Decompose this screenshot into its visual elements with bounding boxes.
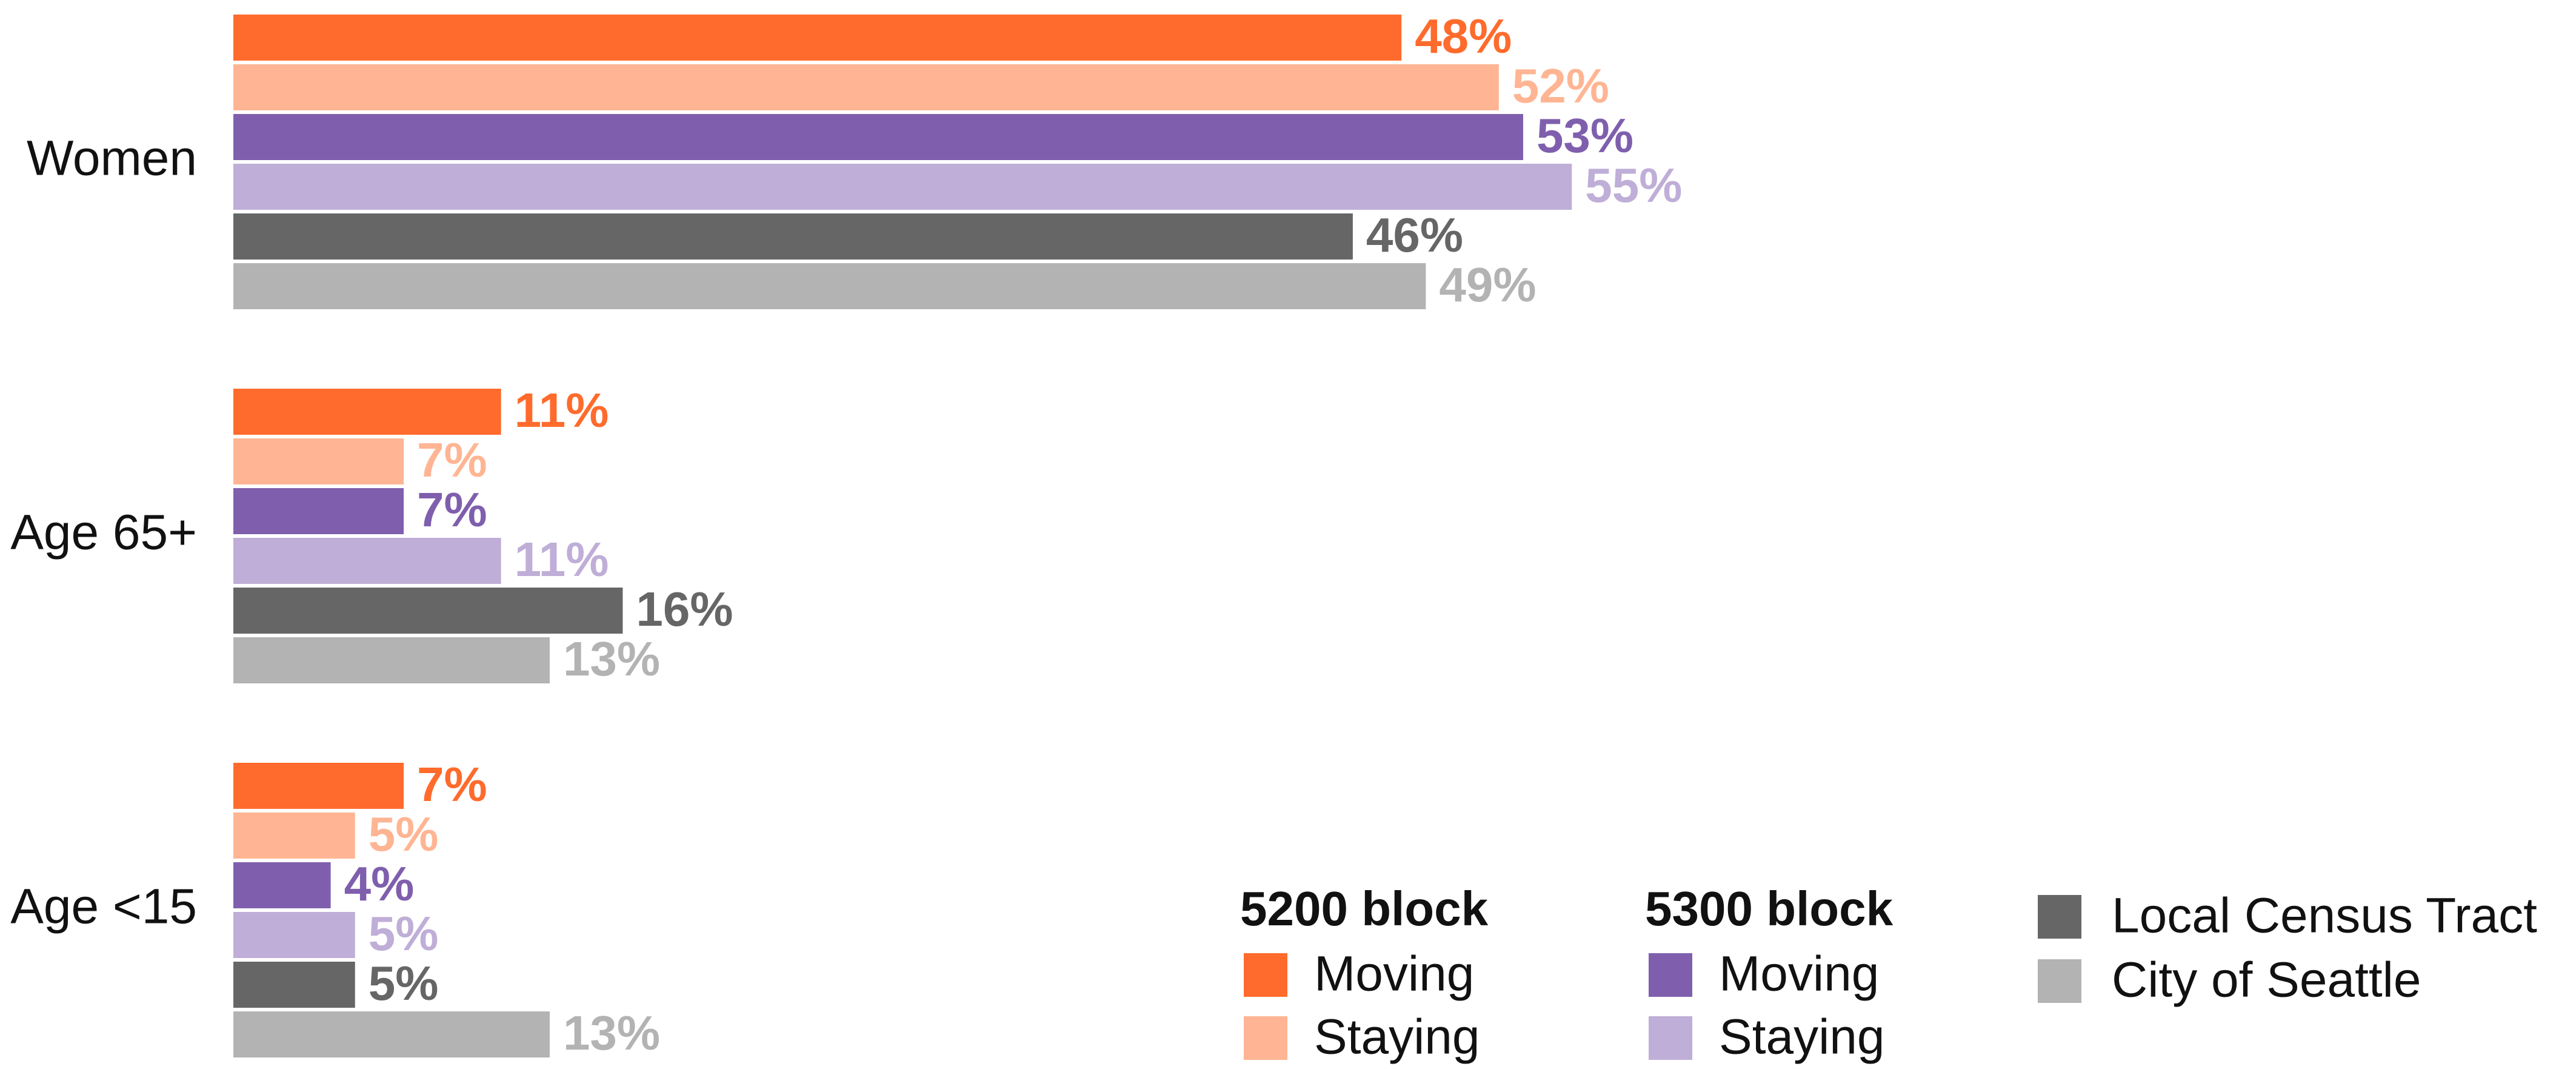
bar <box>233 263 1426 309</box>
value-label: 48% <box>1415 9 1512 63</box>
value-label: 5% <box>369 956 439 1010</box>
bar <box>233 962 355 1008</box>
legend-swatch <box>1649 953 1692 997</box>
bar <box>233 1011 550 1057</box>
legend-swatch <box>1649 1016 1692 1060</box>
value-label: 5% <box>369 906 439 960</box>
bar <box>233 488 404 534</box>
legend-label: Staying <box>1719 1010 1885 1065</box>
value-label: 11% <box>515 532 609 586</box>
value-label: 53% <box>1537 109 1633 163</box>
value-label: 7% <box>417 483 487 537</box>
bar <box>233 64 1499 110</box>
legend-label: Moving <box>1719 947 1879 1002</box>
value-label: 49% <box>1439 258 1536 312</box>
category-label: Women <box>27 131 197 186</box>
bar <box>233 763 404 809</box>
category-label: Age <15 <box>10 879 197 934</box>
legend-heading: 5200 block <box>1240 882 1489 936</box>
value-label: 13% <box>563 1006 660 1060</box>
bar <box>233 637 550 683</box>
value-label: 46% <box>1366 208 1463 262</box>
value-label: 55% <box>1585 158 1682 212</box>
value-label: 7% <box>417 757 487 811</box>
value-label: 5% <box>369 807 439 861</box>
value-label: 13% <box>563 632 660 686</box>
bar <box>233 15 1402 61</box>
bar <box>233 114 1523 160</box>
legend-heading: 5300 block <box>1645 882 1894 936</box>
value-label: 7% <box>417 433 487 487</box>
legend-label: Local Census Tract <box>2112 888 2537 943</box>
bar <box>233 538 501 584</box>
bar <box>233 389 501 435</box>
legend-label: Moving <box>1314 947 1474 1002</box>
legend-swatch <box>1244 953 1287 997</box>
legend-label: Staying <box>1314 1010 1480 1065</box>
value-label: 4% <box>344 857 415 911</box>
value-label: 16% <box>636 582 733 636</box>
bar <box>233 862 331 908</box>
category-label: Age 65+ <box>10 505 197 560</box>
legend-label: City of Seattle <box>2112 953 2421 1008</box>
bar <box>233 912 355 958</box>
bar <box>233 438 404 484</box>
legend-swatch <box>1244 1016 1287 1060</box>
legend-swatch <box>2038 895 2081 939</box>
legend-swatch <box>2038 959 2081 1003</box>
bar <box>233 164 1572 210</box>
bar <box>233 588 623 634</box>
value-label: 11% <box>515 383 609 437</box>
value-label: 52% <box>1512 59 1609 113</box>
bar <box>233 213 1353 260</box>
bar <box>233 813 355 859</box>
